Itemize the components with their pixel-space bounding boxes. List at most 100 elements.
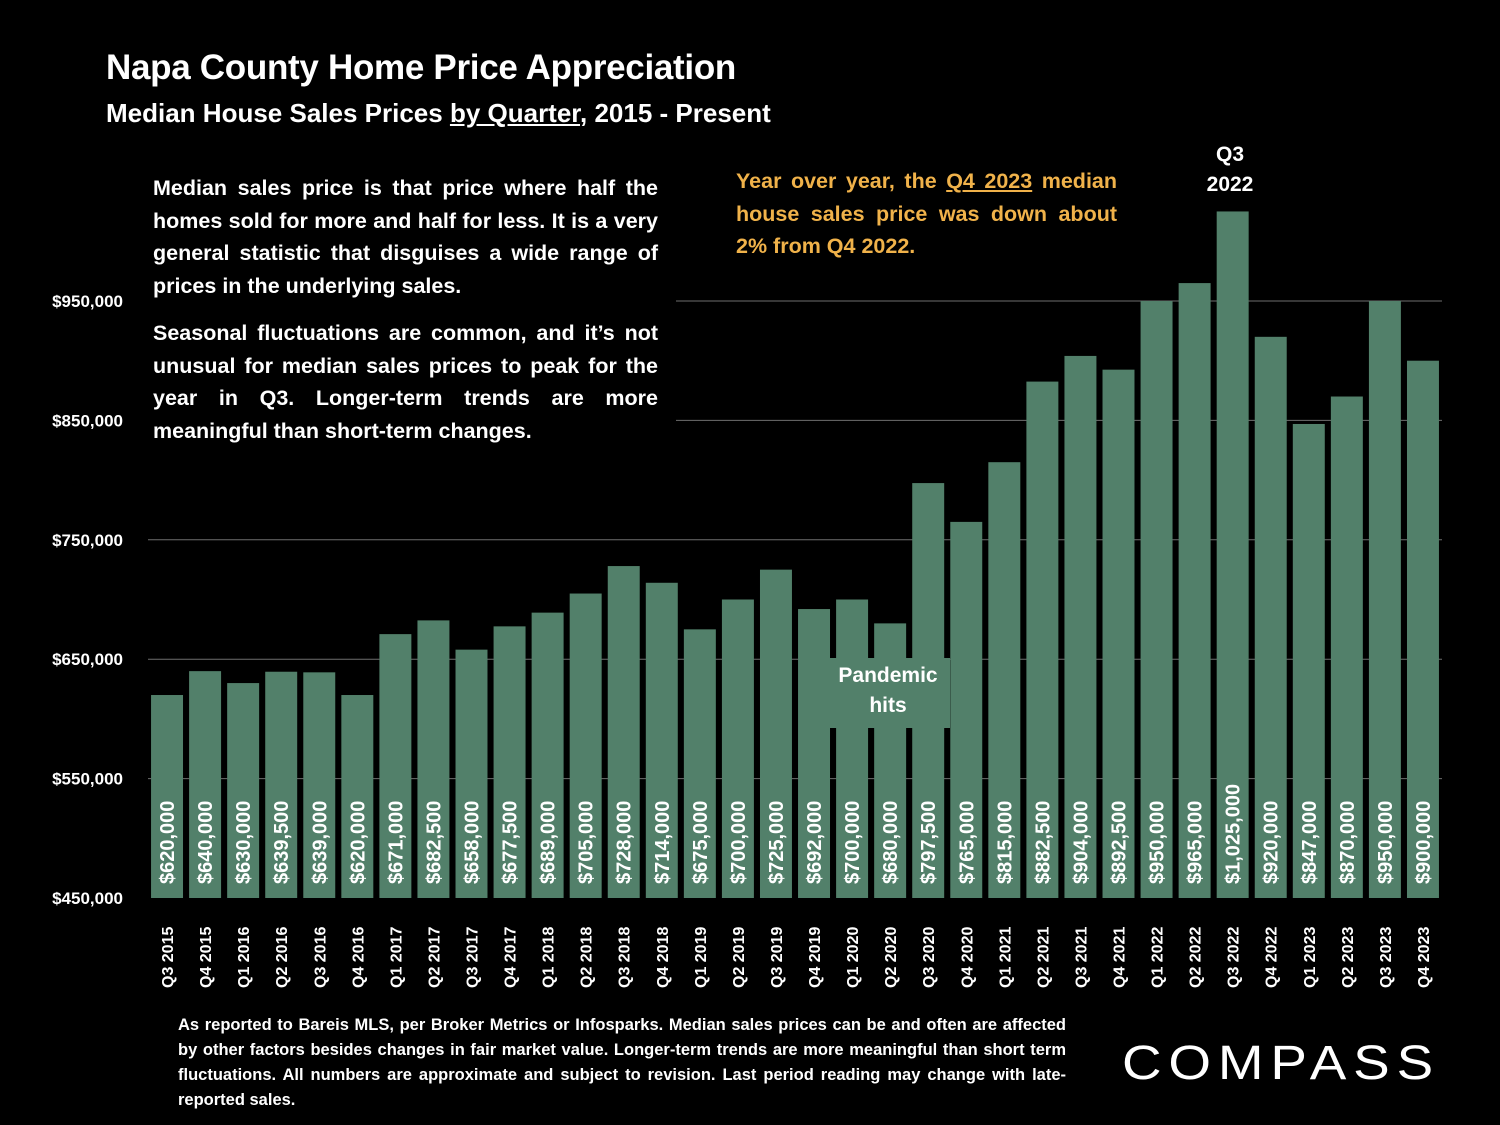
bar [1254,336,1287,898]
x-tick-label: Q3 2018 [617,927,634,988]
bar [1292,423,1325,898]
x-tick-label: Q4 2021 [1112,927,1129,988]
bar [1368,301,1401,898]
x-tick-label: Q2 2018 [579,927,596,988]
data-label: $639,000 [309,801,331,884]
data-label: $847,000 [1299,801,1321,884]
yoy-note-start: Year over year, the [736,169,947,193]
x-tick-label: Q2 2023 [1340,927,1357,988]
bar [1140,301,1173,898]
data-label: $677,500 [500,801,522,884]
pandemic-callout: Pandemic hits [826,658,950,728]
pandemic-callout-line-1: Pandemic [838,664,938,687]
bar [721,599,754,898]
bar [1102,369,1135,898]
bar [645,582,678,898]
data-label: $705,000 [576,801,598,884]
data-label: $689,000 [538,801,560,884]
y-tick-label: $750,000 [52,531,123,550]
bar [493,626,526,898]
bar [455,649,488,898]
bar [988,462,1021,898]
x-tick-label: Q2 2019 [731,927,748,988]
x-tick-label: Q1 2023 [1302,927,1319,988]
x-tick-label: Q4 2022 [1264,927,1281,988]
median-note-paragraph-2: Seasonal fluctuations are common, and it… [153,321,658,443]
bar [683,629,716,898]
x-tick-label: Q2 2021 [1035,927,1052,988]
data-label: $900,000 [1413,801,1435,884]
bar [1026,381,1059,899]
data-label: $700,000 [728,801,750,884]
x-tick-label: Q2 2022 [1188,927,1205,988]
subtitle-underlined: by Quarter [449,98,580,128]
bar [607,566,640,898]
x-tick-label: Q1 2022 [1150,927,1167,988]
x-tick-label: Q3 2017 [465,927,482,988]
bar [151,695,184,898]
pandemic-callout-line-2: hits [869,694,907,717]
data-label: $640,000 [195,801,217,884]
bar [569,593,602,898]
chart-title: Napa County Home Price Appreciation [106,48,736,87]
x-tick-label: Q4 2017 [503,927,520,988]
compass-logo-text: COMPASS [1122,1037,1440,1090]
bar [836,599,869,898]
y-tick-label: $950,000 [52,292,123,311]
data-label: $630,000 [233,801,255,884]
bar [189,671,222,898]
x-tick-label: Q4 2018 [655,927,672,988]
bar [1064,355,1097,898]
x-tick-label: Q3 2021 [1073,927,1090,988]
x-tick-label: Q3 2016 [312,927,329,988]
bar [303,672,336,898]
x-tick-label: Q3 2019 [769,927,786,988]
data-label: $680,000 [880,801,902,884]
year-over-year-note: Year over year, the Q4 2023 median house… [736,165,1117,263]
bar [1178,283,1211,899]
bar [265,671,298,898]
bar [950,521,983,898]
data-label: $620,000 [157,801,179,884]
chart-subtitle: Median House Sales Prices by Quarter, 20… [106,98,771,129]
peak-callout-line-2: 2022 [1206,173,1254,196]
peak-callout-line-1: Q3 [1215,143,1244,166]
x-tick-label: Q2 2016 [274,927,291,988]
bar-chart: $450,000 $550,000 $650,000 $750,000 $850,000… [52,211,1442,988]
data-label: $882,500 [1032,801,1054,884]
data-label: $700,000 [842,801,864,884]
x-tick-label: Q4 2015 [198,927,215,988]
median-explanation-note: Median sales price is that price where h… [153,172,658,462]
data-label: $904,000 [1070,801,1092,884]
x-tick-label: Q1 2016 [236,927,253,988]
subtitle-text-start: Median House Sales Prices [106,98,450,128]
peak-quarter-callout: Q3 2022 [1190,140,1270,200]
bar [1330,396,1363,898]
bar [531,612,564,898]
x-tick-label: Q2 2020 [883,927,900,988]
data-label: $658,000 [462,801,484,884]
x-tick-label: Q4 2023 [1416,927,1433,988]
data-label: $870,000 [1337,801,1359,884]
data-label: $965,000 [1185,801,1207,884]
data-label: $620,000 [347,801,369,884]
data-label: $692,000 [804,801,826,884]
bar [417,620,450,898]
y-tick-label: $850,000 [52,411,123,430]
y-tick-label: $450,000 [52,889,123,908]
data-label: $682,500 [423,801,445,884]
data-label: $797,500 [918,801,940,884]
x-tick-label: Q1 2017 [388,927,405,988]
bar [227,683,260,898]
bar [379,634,412,898]
bar [1406,360,1439,898]
data-label: $1,025,000 [1223,784,1245,884]
bar [341,695,374,898]
data-label: $671,000 [385,801,407,884]
source-footnote: As reported to Bareis MLS, per Broker Me… [178,1016,1066,1109]
bar [798,609,831,898]
data-label: $725,000 [766,801,788,884]
data-label: $675,000 [690,801,712,884]
y-tick-label: $550,000 [52,770,123,789]
data-label: $639,500 [271,801,293,884]
